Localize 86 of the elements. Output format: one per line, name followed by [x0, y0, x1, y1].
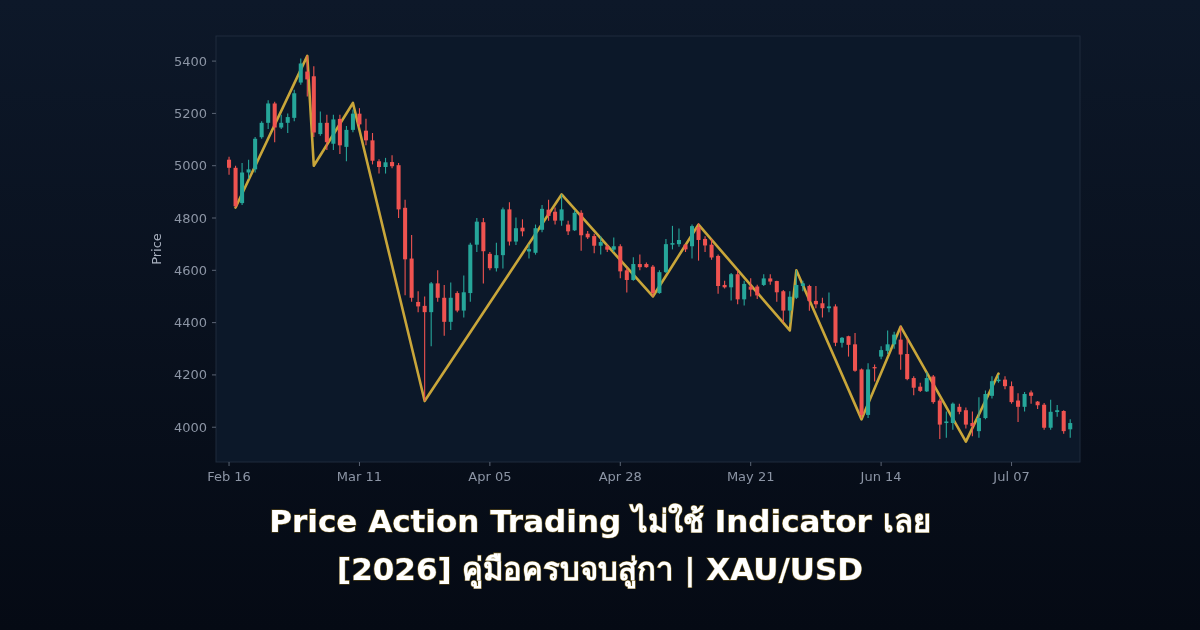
candlestick — [676, 227, 681, 248]
candlestick — [357, 107, 362, 129]
candlestick — [689, 224, 695, 260]
x-tick-label: Apr 28 — [598, 469, 642, 484]
text: Price Action Trading ไม่ใช้ Indicator เลย — [269, 503, 931, 539]
candlestick — [787, 290, 792, 324]
candlestick — [546, 199, 551, 222]
candlestick — [513, 216, 518, 246]
candlestick — [924, 371, 929, 393]
y-tick-label: 5400 — [173, 53, 207, 69]
candlestick — [455, 290, 460, 313]
candlestick — [989, 375, 994, 399]
candlestick — [540, 204, 545, 233]
candlestick — [911, 375, 916, 396]
y-tick-label: 5200 — [173, 105, 207, 121]
candlestick — [709, 238, 714, 261]
candlestick — [344, 125, 349, 162]
candlestick — [820, 297, 825, 318]
candlestick — [285, 112, 290, 134]
candlestick — [1048, 399, 1053, 431]
candlestick — [1002, 375, 1008, 390]
candlestick — [324, 114, 329, 151]
y-tick-label: 5000 — [173, 158, 207, 174]
candlestick — [1061, 409, 1066, 435]
y-tick-label: 4800 — [173, 210, 207, 226]
text: [2026] คู่มือครบจบสู่กา | XAU/USD — [337, 551, 863, 589]
candlestick — [390, 154, 395, 169]
candlestick — [944, 410, 949, 439]
candlestick — [1016, 392, 1021, 423]
x-tick-label: Jul 07 — [992, 469, 1030, 484]
candlestick — [781, 289, 786, 324]
y-tick-label: 4400 — [173, 315, 207, 331]
candlestick — [976, 396, 981, 439]
candlestick — [461, 274, 466, 318]
x-tick-label: Apr 05 — [468, 469, 512, 484]
candlestick — [487, 251, 492, 271]
line-series — [234, 54, 1000, 443]
x-tick-label: May 21 — [726, 469, 775, 484]
candlestick — [227, 156, 232, 176]
candlestick — [624, 267, 629, 294]
candlestick — [350, 108, 355, 133]
candlestick — [696, 222, 701, 262]
candlestick — [422, 295, 427, 402]
candlestick — [1022, 391, 1027, 413]
x-tick-label: Mar 11 — [336, 469, 383, 484]
y-axis-title: Price — [149, 233, 164, 265]
x-tick-label: Feb 16 — [207, 469, 251, 484]
y-tick-label: 4200 — [173, 367, 207, 383]
candlestick — [266, 99, 271, 130]
candlestick — [598, 235, 603, 256]
candlestick — [670, 225, 675, 250]
candlestick — [377, 158, 382, 175]
candlestick — [807, 284, 812, 312]
candlestick — [963, 407, 968, 430]
candlestick — [1042, 402, 1047, 431]
candlestick — [592, 233, 597, 254]
candlestick — [579, 209, 584, 252]
candlestick — [631, 256, 636, 282]
candlestick — [898, 325, 903, 371]
candlestick — [970, 410, 975, 437]
candlestick — [657, 269, 662, 295]
candlestick — [729, 272, 734, 301]
candlestick — [298, 57, 303, 86]
candlestick — [742, 280, 747, 307]
candlestick — [474, 217, 479, 253]
candlestick — [318, 111, 323, 137]
x-tick-label: Jun 14 — [859, 469, 902, 484]
candlestick — [885, 329, 890, 355]
candlestick — [794, 269, 799, 300]
candlestick — [363, 118, 368, 146]
candlestick — [435, 269, 440, 303]
candlestick — [494, 242, 499, 273]
candlestick — [559, 193, 564, 227]
candlestick — [1068, 418, 1073, 439]
candlestick — [748, 277, 753, 298]
candlestick — [1029, 390, 1034, 405]
y-tick-label: 4600 — [173, 262, 207, 278]
candlestick — [800, 280, 805, 292]
candlestick — [950, 401, 955, 431]
candlestick — [703, 235, 708, 253]
candlestick — [826, 291, 831, 313]
y-tick-label: 4000 — [173, 419, 207, 435]
candlestick — [1009, 380, 1014, 405]
candlestick — [370, 132, 375, 165]
candlestick — [246, 159, 251, 180]
candlestick — [572, 209, 577, 232]
